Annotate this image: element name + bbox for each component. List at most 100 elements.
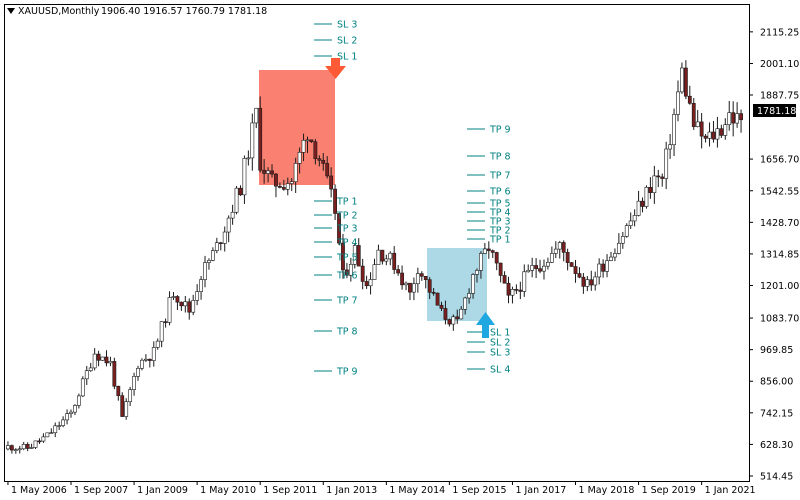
- candle-body: [447, 319, 452, 325]
- candle-body: [140, 359, 144, 369]
- candle-body: [419, 273, 424, 277]
- candle-body: [218, 242, 223, 245]
- candle-body: [522, 271, 527, 292]
- candle-body: [214, 242, 219, 251]
- candle-body: [735, 113, 740, 124]
- candle-body: [676, 91, 680, 115]
- candle-body: [640, 200, 645, 207]
- candle-body: [427, 279, 432, 293]
- candle-body: [668, 144, 673, 150]
- candle-body: [348, 264, 353, 276]
- candle-body: [313, 141, 318, 159]
- candle-body: [577, 273, 582, 278]
- y-tick-label: 742.15: [760, 408, 793, 419]
- x-tick-label: 1 Jan 2009: [137, 485, 188, 496]
- candle-body: [490, 250, 495, 253]
- candle-body: [352, 245, 357, 265]
- candles: [6, 60, 743, 454]
- candle-body: [372, 264, 377, 280]
- trade-levels: SL 3SL 2SL 1TP 1TP 2TP 3TP 4TP 5TP 6TP 7…: [314, 20, 511, 378]
- x-tick-label: 1 Jan 2013: [326, 485, 377, 496]
- candle-body: [644, 186, 649, 207]
- candle-body: [132, 376, 136, 390]
- candle-body: [632, 215, 637, 222]
- y-tick-label: 2115.25: [760, 27, 799, 38]
- level-label: TP 4: [336, 238, 358, 249]
- candle-body: [210, 250, 215, 261]
- candle-body: [120, 395, 125, 417]
- candle-body: [616, 242, 621, 254]
- level-label: TP 7: [489, 171, 511, 182]
- candle-body: [100, 356, 105, 361]
- level-label: TP 2: [489, 226, 511, 237]
- candle-body: [695, 121, 700, 127]
- plot-frame: [4, 4, 750, 482]
- candle-body: [715, 128, 720, 140]
- candle-body: [652, 175, 657, 193]
- candle-body: [246, 157, 251, 160]
- level-label: SL 2: [337, 36, 357, 47]
- candle-body: [557, 242, 562, 250]
- y-tick-label: 628.30: [760, 440, 793, 451]
- candle-body: [360, 265, 365, 282]
- level-label: SL 4: [490, 365, 510, 376]
- candle-body: [475, 270, 479, 275]
- x-tick-label: 1 Jan 2017: [515, 485, 566, 496]
- candle-body: [25, 444, 30, 449]
- candle-body: [549, 253, 554, 263]
- y-tick-label: 1428.70: [760, 218, 799, 229]
- current-price-tag: [753, 104, 796, 117]
- level-label: TP 9: [489, 125, 511, 136]
- candle-body: [727, 112, 732, 125]
- candle-body: [250, 122, 255, 159]
- candle-body: [321, 159, 326, 164]
- candle-body: [191, 300, 196, 313]
- candle-body: [664, 148, 669, 179]
- level-label: SL 3: [490, 348, 510, 359]
- candle-body: [506, 282, 511, 296]
- current-price-value: 1781.18: [757, 106, 796, 117]
- candle-body: [301, 139, 306, 153]
- candle-body: [226, 217, 231, 233]
- level-label: TP 3: [489, 217, 511, 228]
- candle-body: [222, 231, 227, 244]
- candle-body: [341, 242, 345, 271]
- candle-body: [498, 262, 503, 276]
- candle-body: [69, 411, 73, 414]
- chart-menu-triangle-icon[interactable]: [7, 8, 15, 14]
- candle-body: [187, 301, 192, 313]
- candle-body: [435, 292, 440, 306]
- candle-body: [376, 249, 381, 265]
- candle-body: [455, 316, 460, 320]
- candle-body: [45, 432, 50, 438]
- candle-body: [171, 296, 176, 298]
- candle-body: [739, 113, 743, 121]
- level-label: SL 3: [337, 20, 357, 31]
- level-label: TP 5: [336, 253, 358, 264]
- candle-body: [423, 276, 428, 280]
- candle-body: [278, 185, 282, 188]
- candle-body: [199, 279, 203, 292]
- level-label: TP 9: [336, 367, 358, 378]
- candle-body: [96, 353, 101, 361]
- x-tick-label: 1 Sep 2019: [642, 485, 696, 496]
- candle-body: [293, 163, 298, 182]
- y-tick-label: 1314.85: [760, 249, 799, 260]
- candle-body: [482, 248, 487, 254]
- candle-body: [254, 107, 259, 124]
- candle-body: [345, 269, 349, 276]
- candle-body: [486, 248, 491, 251]
- candle-body: [92, 353, 97, 369]
- candle-body: [151, 347, 156, 361]
- candle-body: [364, 281, 369, 287]
- candle-body: [65, 413, 69, 421]
- candle-body: [9, 445, 14, 451]
- y-tick-label: 856.00: [760, 377, 793, 388]
- candle-body: [242, 158, 247, 196]
- candle-body: [108, 361, 113, 364]
- candle-body: [289, 181, 294, 184]
- candle-body: [731, 112, 736, 124]
- candle-body: [624, 225, 629, 237]
